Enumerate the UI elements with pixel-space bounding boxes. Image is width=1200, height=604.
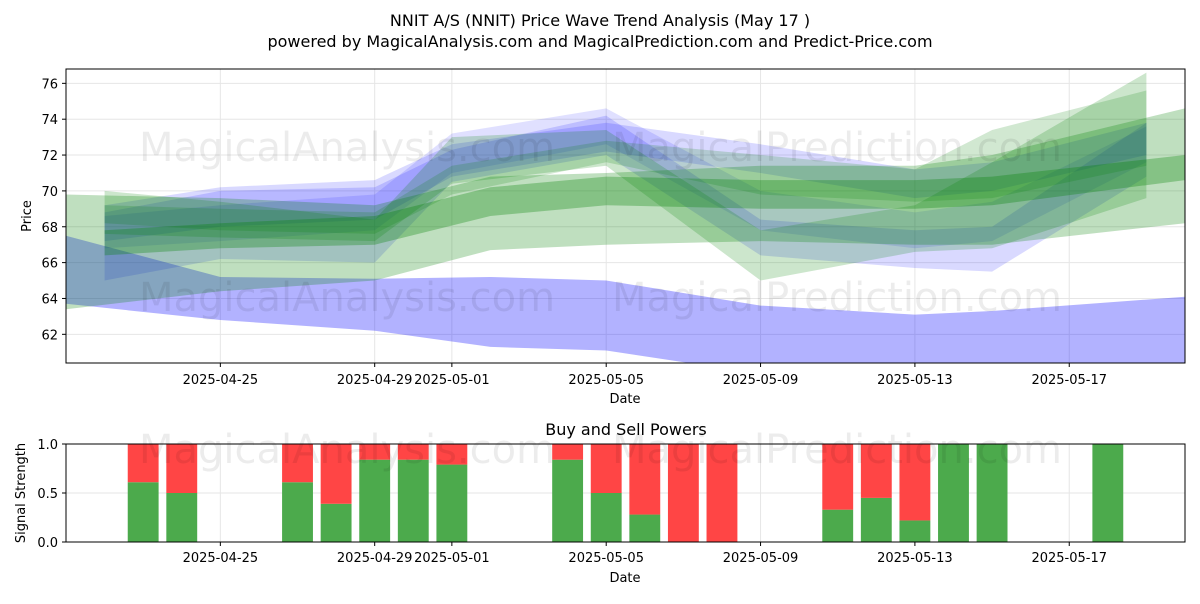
price-x-tick-label: 2025-05-17 — [1031, 373, 1107, 388]
sell-bar — [166, 444, 198, 493]
signal-x-ticks: 2025-04-25 2025-04-29 2025-05-01 2025-05-05… — [183, 542, 1107, 566]
watermark-bottom-left: MagicalAnalysis.com — [139, 427, 555, 473]
price-plot-frame — [65, 68, 1186, 364]
price-watermarks: MagicalAnalysis.com MagicalPrediction.co… — [139, 125, 1062, 321]
price-band-5 — [104, 155, 1185, 256]
buy-bar — [359, 459, 391, 542]
sell-bar — [899, 444, 931, 521]
price-band-6 — [104, 72, 1147, 281]
price-y-tick-label: 70 — [41, 185, 58, 200]
chart-subtitle: powered by MagicalAnalysis.com and Magic… — [267, 32, 932, 51]
price-y-tick-label: 72 — [41, 149, 58, 164]
price-band-3 — [104, 108, 1147, 249]
sell-bar — [127, 444, 159, 483]
chart-title: NNIT A/S (NNIT) Price Wave Trend Analysi… — [390, 11, 810, 30]
buy-bar — [1092, 444, 1124, 542]
price-grid — [66, 69, 1185, 363]
buy-bar — [282, 482, 313, 542]
watermark-bottom-right: MagicalPrediction.com — [612, 427, 1062, 473]
buy-bar — [938, 444, 969, 542]
signal-x-tick-label: 2025-05-17 — [1031, 551, 1107, 566]
signal-watermarks: MagicalAnalysis.com MagicalPrediction.co… — [139, 427, 1062, 473]
price-band-4 — [66, 108, 1185, 310]
sell-bar — [320, 444, 352, 504]
sell-bar — [359, 444, 391, 460]
buy-bar — [320, 503, 352, 542]
price-panel: MagicalAnalysis.com MagicalPrediction.co… — [20, 68, 1186, 407]
sell-bar — [822, 444, 854, 510]
signal-y-tick-label: 0.5 — [37, 487, 58, 502]
price-x-ticks: 2025-04-25 2025-04-29 2025-05-01 2025-05-05… — [183, 363, 1107, 388]
sell-bar — [860, 444, 892, 498]
price-x-axis-label: Date — [609, 392, 640, 407]
sell-bar — [436, 444, 468, 465]
signal-x-tick-label: 2025-05-13 — [877, 551, 953, 566]
price-y-ticks: 62 64 66 68 70 72 74 76 — [41, 77, 66, 343]
price-band-1 — [104, 115, 1147, 281]
signal-x-tick-label: 2025-04-25 — [183, 551, 259, 566]
buy-bar — [590, 493, 622, 542]
price-x-tick-label: 2025-05-09 — [723, 373, 799, 388]
buy-bar — [822, 509, 854, 542]
price-x-tick-label: 2025-05-13 — [877, 373, 953, 388]
price-x-tick-label: 2025-05-05 — [568, 373, 644, 388]
signal-x-axis-label: Date — [609, 571, 640, 586]
buy-bar — [166, 493, 198, 542]
buy-bar — [860, 497, 892, 542]
price-x-tick-label: 2025-04-29 — [337, 373, 413, 388]
buy-bar — [976, 444, 1008, 542]
sell-bar — [397, 444, 429, 460]
price-y-tick-label: 74 — [41, 113, 58, 128]
sell-bar — [629, 444, 661, 515]
signal-y-ticks: 0.0 0.5 1.0 — [37, 438, 66, 551]
price-x-tick-label: 2025-04-25 — [183, 373, 259, 388]
signal-x-tick-label: 2025-05-09 — [723, 551, 799, 566]
signal-y-tick-label: 0.0 — [37, 536, 58, 551]
sell-bar — [282, 444, 313, 483]
signal-x-tick-label: 2025-05-01 — [414, 551, 490, 566]
price-x-tick-label: 2025-05-01 — [414, 373, 490, 388]
signal-bars — [127, 444, 1124, 542]
signal-x-tick-label: 2025-05-05 — [568, 551, 644, 566]
buy-bar — [127, 482, 159, 542]
signal-y-tick-label: 1.0 — [37, 438, 58, 453]
buy-bar — [899, 520, 931, 542]
signal-y-axis-label: Signal Strength — [14, 443, 29, 543]
buy-bar — [629, 514, 661, 542]
sell-bar — [590, 444, 622, 493]
price-y-tick-label: 66 — [41, 257, 58, 272]
buy-bar — [397, 459, 429, 542]
price-band-7 — [104, 90, 1147, 234]
price-y-axis-label: Price — [20, 200, 35, 232]
signal-x-tick-label: 2025-04-29 — [337, 551, 413, 566]
price-band-0 — [66, 235, 1185, 363]
price-y-tick-label: 76 — [41, 77, 58, 92]
buy-bar — [552, 459, 584, 542]
sell-bar — [552, 444, 584, 460]
watermark-top-right: MagicalPrediction.com — [612, 125, 1062, 171]
price-y-tick-label: 64 — [41, 292, 58, 307]
watermark-mid-right: MagicalPrediction.com — [612, 275, 1062, 321]
signal-title: Buy and Sell Powers — [545, 420, 707, 439]
signal-panel: Buy and Sell Powers MagicalAnalysis.com … — [14, 420, 1186, 586]
price-band-2 — [104, 122, 1147, 242]
watermark-mid-left: MagicalAnalysis.com — [139, 275, 555, 321]
sell-bar — [706, 444, 738, 542]
buy-bar — [436, 464, 468, 542]
price-y-tick-label: 68 — [41, 221, 58, 236]
watermark-top-left: MagicalAnalysis.com — [139, 125, 555, 171]
price-bands — [66, 72, 1185, 363]
sell-bar — [667, 444, 699, 542]
price-y-tick-label: 62 — [41, 328, 58, 343]
